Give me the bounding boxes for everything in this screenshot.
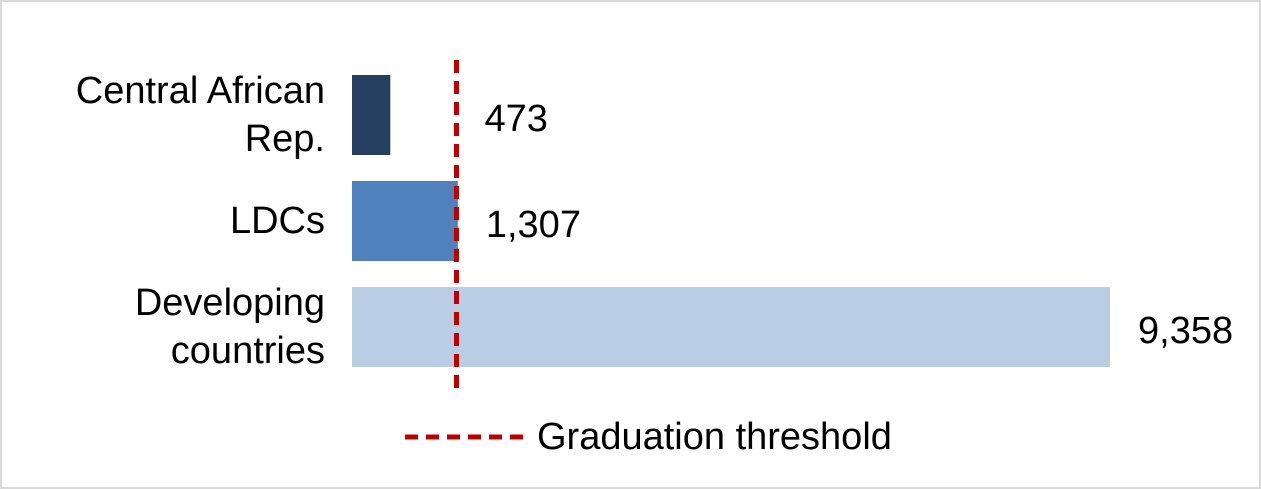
category-label-box: LDCs bbox=[229, 200, 325, 242]
data-label: 1,307 bbox=[486, 204, 581, 246]
category-label: LDCs bbox=[229, 200, 325, 242]
data-label: 9,358 bbox=[1138, 310, 1233, 352]
category-label: Central African Rep. bbox=[75, 70, 325, 160]
legend-label: Graduation threshold bbox=[537, 416, 892, 458]
bar bbox=[352, 181, 458, 261]
bar bbox=[352, 287, 1110, 367]
data-label: 473 bbox=[484, 98, 547, 140]
category-label: Developing countries bbox=[134, 282, 325, 372]
bar bbox=[352, 75, 391, 155]
category-label-box: Central African Rep. bbox=[75, 70, 325, 160]
category-label-box: Developing countries bbox=[134, 282, 325, 372]
